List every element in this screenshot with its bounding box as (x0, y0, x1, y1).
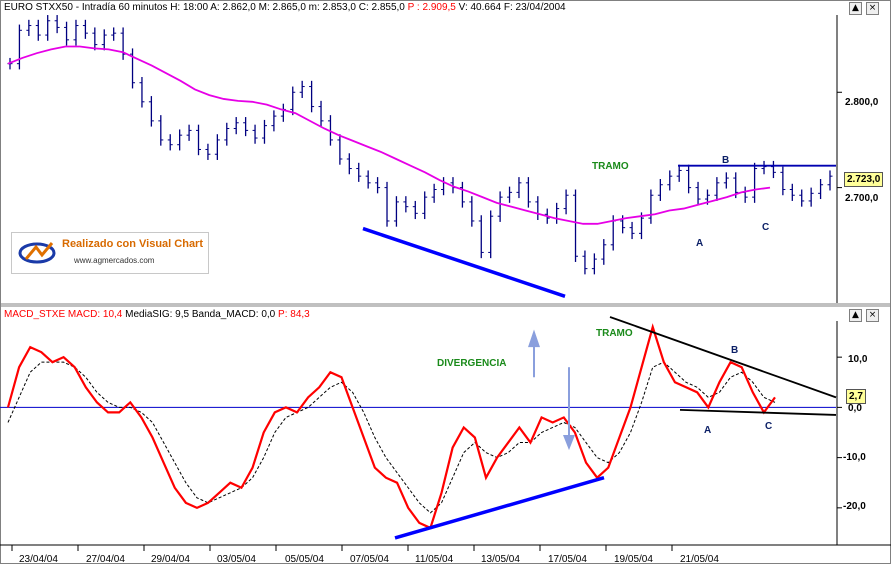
macd-support-line (679, 408, 837, 416)
wave-c-label: C (762, 222, 770, 233)
visual-chart-logo: Realizado con Visual Chart www.agmercado… (11, 232, 209, 274)
x-date-label: 17/05/04 (548, 554, 587, 565)
macd-pane-header: MACD_STXE MACD: 10,4 MediaSIG: 9,5 Banda… (1, 308, 310, 322)
macd-value: MACD: 10,4 (67, 309, 123, 320)
macd-ytick-label: -20,0 (843, 501, 866, 512)
x-date-label: 29/04/04 (151, 554, 190, 565)
macd-name: MACD_STXE (4, 309, 66, 320)
x-date-label: 07/05/04 (350, 554, 389, 565)
stat-v: V: 40.664 (458, 2, 502, 13)
down-arrow-head (563, 435, 575, 451)
price-pane-minimize-button[interactable]: ▲ (849, 2, 862, 15)
tramo-label: TRAMO (592, 161, 629, 172)
macd-ytick-label: -10,0 (843, 452, 866, 463)
stat-a: A: 2.862,0 (210, 2, 256, 13)
up-arrow-head (528, 329, 540, 348)
macd-p-value: P: 84,3 (278, 309, 310, 320)
macd-wave-b-label: B (731, 345, 739, 356)
stat-c: C: 2.855,0 (358, 2, 405, 13)
stat-m: M: 2.865,0 (258, 2, 306, 13)
macd-signal-value: MediaSIG: 9,5 (125, 309, 190, 320)
macd-wave-a-label: A (704, 425, 712, 436)
macd-value-tag: 2,7 (846, 389, 866, 404)
macd-line (6, 323, 776, 530)
x-date-label: 27/04/04 (86, 554, 125, 565)
wave-b-label: B (722, 155, 730, 166)
macd-ytick-label: 0,0 (848, 403, 862, 414)
x-date-label: 23/04/04 (19, 554, 58, 565)
price-tag: 2.723,0 (844, 172, 884, 187)
signal-line (7, 361, 776, 514)
price-pane-header: EURO STXX50 - Intradía 60 minutos H: 18:… (4, 2, 566, 13)
x-date-label: 03/05/04 (217, 554, 256, 565)
x-date-label: 19/05/04 (614, 554, 653, 565)
price-ytick-label: 2.700,0 (845, 193, 879, 204)
wave-a-label: A (696, 238, 704, 249)
macd-ytick-label: 10,0 (848, 354, 868, 365)
interval: Intradía 60 minutos (81, 2, 168, 13)
macd-pane-minimize-button[interactable]: ▲ (849, 309, 862, 322)
moving-average-line (7, 45, 771, 225)
macd-resistance-line (609, 316, 837, 399)
divergence-trendline (394, 476, 605, 540)
price-ytick-label: 2.800,0 (845, 97, 879, 108)
logo-url: www.agmercados.com (74, 256, 155, 265)
divergencia-label: DIVERGENCIA (437, 358, 507, 369)
price-pane-close-button[interactable]: × (866, 2, 879, 15)
macd-pane-close-button[interactable]: × (866, 309, 879, 322)
macd-band-value: Banda_MACD: 0,0 (191, 309, 276, 320)
macd-wave-c-label: C (765, 421, 773, 432)
x-date-label: 05/05/04 (285, 554, 324, 565)
x-date-label: 21/05/04 (680, 554, 719, 565)
stat-p: P : 2.909,5 (407, 2, 456, 13)
symbol: EURO STXX50 (4, 2, 73, 13)
logo-title: Realizado con Visual Chart (62, 238, 204, 250)
stat-h: H: 18:00 (170, 2, 209, 13)
stat-min: m: 2.853,0 (308, 2, 356, 13)
x-date-label: 13/05/04 (481, 554, 520, 565)
support-trendline (362, 226, 566, 298)
macd-tramo-label: TRAMO (596, 328, 633, 339)
stat-f: F: 23/04/2004 (503, 2, 566, 13)
x-date-label: 11/05/04 (415, 554, 454, 565)
logo-icon (18, 242, 56, 264)
